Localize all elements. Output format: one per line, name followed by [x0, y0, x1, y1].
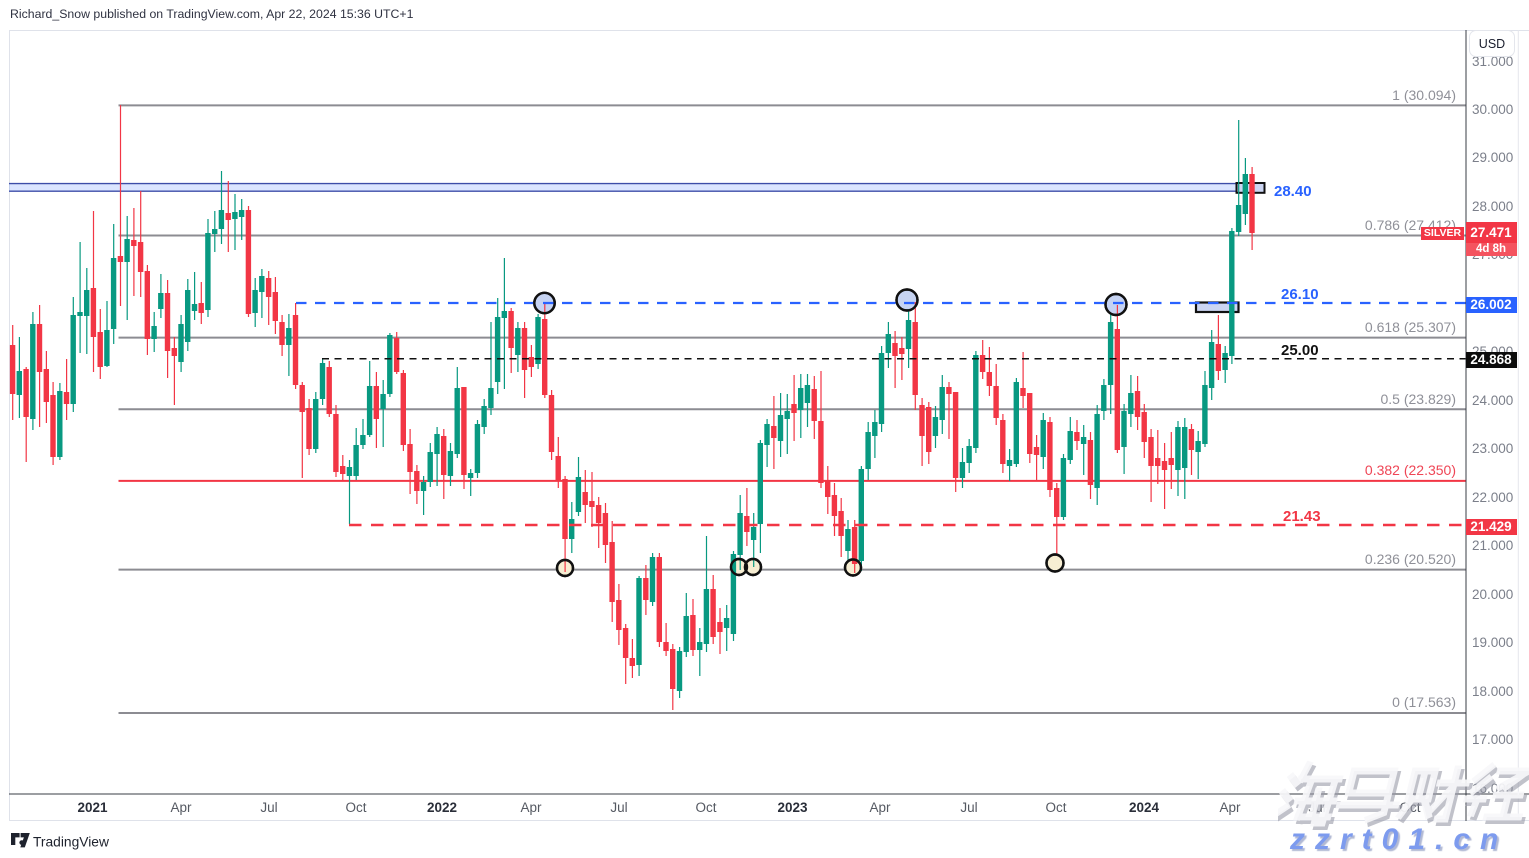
svg-text:TradingView: TradingView [33, 835, 109, 850]
